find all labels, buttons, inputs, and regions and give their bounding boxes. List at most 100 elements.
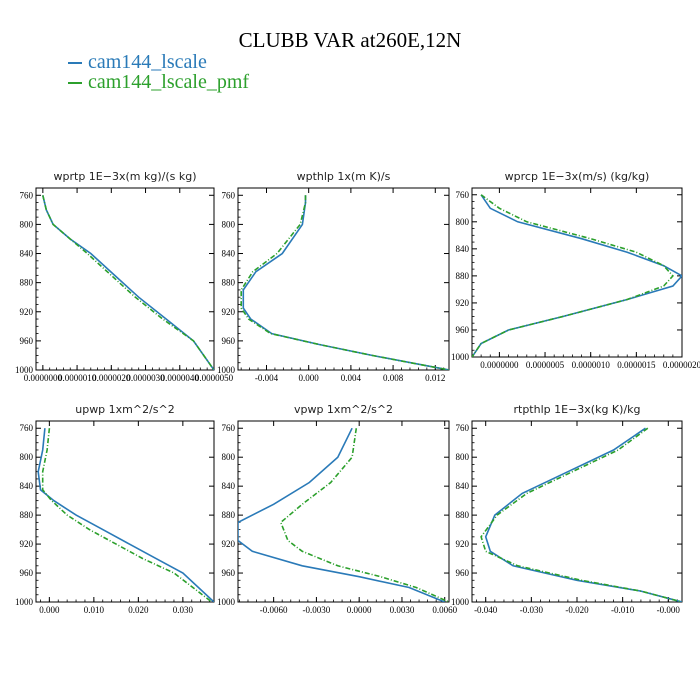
y-tick-label: 840 — [20, 481, 34, 491]
series-line-lscale-pmf — [42, 195, 214, 370]
x-tick-label: 0.020 — [128, 605, 149, 615]
y-tick-label: 1000 — [15, 597, 34, 607]
series-line-lscale — [484, 427, 682, 602]
legend-item-lscale: cam144_lscale — [68, 51, 207, 73]
subplot-title: wpthlp 1x(m K)/s — [297, 170, 391, 183]
y-tick-label: 960 — [20, 336, 34, 346]
y-tick-label: 960 — [222, 568, 236, 578]
y-tick-label: 880 — [456, 510, 470, 520]
y-tick-label: 760 — [222, 190, 236, 200]
subplot-title: upwp 1xm^2/s^2 — [75, 403, 175, 416]
y-tick-label: 920 — [456, 539, 470, 549]
subplot-2: wpthlp 1x(m K)/s 760 800 840 880 920 960 1000 -0… — [217, 170, 450, 383]
y-tick-label: 800 — [456, 452, 470, 462]
y-tick-label: 1000 — [217, 597, 236, 607]
series-line-lscale-pmf — [472, 194, 674, 357]
series-line-lscale-pmf — [41, 428, 213, 602]
x-tick-label: 0.012 — [425, 373, 445, 383]
plot-frame — [471, 420, 683, 603]
x-tick-label: 0.004 — [341, 373, 362, 383]
legend-item-lscale-pmf: cam144_lscale_pmf — [68, 71, 249, 93]
x-tick-label: 0.0000005 — [526, 360, 565, 370]
y-tick-label: 880 — [222, 510, 236, 520]
subplot-4: upwp 1xm^2/s^2 760 800 840 880 920 960 1000 0.00… — [15, 403, 215, 615]
x-tick-label: -0.020 — [565, 605, 589, 615]
y-tick-label: 840 — [456, 244, 470, 254]
plot-frame — [35, 420, 215, 603]
subplot-6: rtpthlp 1E−3x(kg K)/kg 760 800 840 880 920 960… — [451, 403, 683, 615]
series-line-lscale — [242, 195, 449, 370]
x-tick-label: -0.010 — [611, 605, 635, 615]
plot-frame — [237, 187, 450, 371]
plot-frame — [471, 187, 683, 358]
y-tick-label: 920 — [20, 307, 34, 317]
x-tick-label: 0.030 — [173, 605, 194, 615]
y-tick-label: 760 — [20, 423, 34, 433]
x-tick-label: 0.0000015 — [617, 360, 656, 370]
y-tick-label: 800 — [20, 452, 34, 462]
y-tick-label: 1000 — [451, 352, 470, 362]
x-tick-label: 0.000 — [299, 373, 320, 383]
x-tick-label: -0.0030 — [303, 605, 331, 615]
legend-swatch — [68, 82, 82, 85]
x-tick-label: -0.000 — [657, 605, 681, 615]
subplot-5: vpwp 1xm^2/s^2 760 800 840 880 920 960 1000 -0.0… — [217, 403, 458, 615]
series-line-lscale-pmf — [240, 195, 449, 370]
x-tick-label: 0.008 — [383, 373, 404, 383]
y-tick-label: 840 — [222, 249, 236, 259]
y-tick-label: 920 — [20, 539, 34, 549]
y-tick-label: 840 — [456, 481, 470, 491]
x-tick-label: 0.0000050 — [195, 373, 234, 383]
x-tick-label: 0.0000 — [347, 605, 372, 615]
y-tick-label: 960 — [456, 325, 470, 335]
series-line-lscale — [472, 194, 682, 357]
x-tick-label: 0.0060 — [432, 605, 457, 615]
subplot-title: wprtp 1E−3x(m kg)/(s kg) — [54, 170, 197, 183]
subplot-title: vpwp 1xm^2/s^2 — [294, 403, 393, 416]
figure-title: CLUBB VAR at260E,12N — [238, 28, 462, 52]
y-tick-label: 760 — [456, 190, 470, 200]
y-tick-label: 960 — [456, 568, 470, 578]
legend-label: cam144_lscale — [88, 51, 207, 73]
plot-frame — [237, 420, 450, 603]
y-tick-label: 920 — [222, 539, 236, 549]
x-tick-label: -0.030 — [520, 605, 544, 615]
subplot-title: rtpthlp 1E−3x(kg K)/kg — [513, 403, 640, 416]
y-tick-label: 1000 — [451, 597, 470, 607]
y-tick-label: 800 — [20, 219, 34, 229]
y-tick-label: 760 — [456, 423, 470, 433]
legend-swatch — [68, 62, 82, 65]
series-line-lscale-pmf — [480, 427, 682, 602]
x-tick-label: 0.0000000 — [24, 373, 63, 383]
y-tick-label: 880 — [456, 271, 470, 281]
series-line-lscale-pmf — [279, 428, 449, 602]
subplot-1: wprtp 1E−3x(m kg)/(s kg) 760 800 840 880 920 9… — [15, 170, 234, 383]
x-tick-label: -0.004 — [255, 373, 279, 383]
x-tick-label: 0.0000020 — [92, 373, 131, 383]
subplot-title: wprcp 1E−3x(m/s) (kg/kg) — [505, 170, 650, 183]
y-tick-label: 760 — [20, 190, 34, 200]
x-tick-label: -0.040 — [474, 605, 498, 615]
y-tick-label: 840 — [222, 481, 236, 491]
y-tick-label: 920 — [222, 307, 236, 317]
x-tick-label: 0.0030 — [390, 605, 415, 615]
x-tick-label: 0.0000030 — [126, 373, 165, 383]
x-tick-label: 0.0000000 — [480, 360, 519, 370]
subplot-3: wprcp 1E−3x(m/s) (kg/kg) 760 800 840 880 920 9… — [451, 170, 700, 370]
series-line-lscale — [37, 428, 214, 602]
x-tick-label: 0.0000040 — [161, 373, 200, 383]
y-tick-label: 960 — [222, 336, 236, 346]
y-tick-label: 760 — [222, 423, 236, 433]
y-tick-label: 840 — [20, 249, 34, 259]
y-tick-label: 1000 — [217, 365, 236, 375]
y-tick-label: 880 — [20, 510, 34, 520]
y-tick-label: 800 — [456, 217, 470, 227]
y-tick-label: 880 — [222, 278, 236, 288]
y-tick-label: 920 — [456, 298, 470, 308]
y-tick-label: 800 — [222, 452, 236, 462]
series-line-lscale — [238, 427, 446, 602]
series-line-lscale — [42, 195, 214, 370]
x-tick-label: 0.000 — [39, 605, 60, 615]
y-tick-label: 880 — [20, 278, 34, 288]
